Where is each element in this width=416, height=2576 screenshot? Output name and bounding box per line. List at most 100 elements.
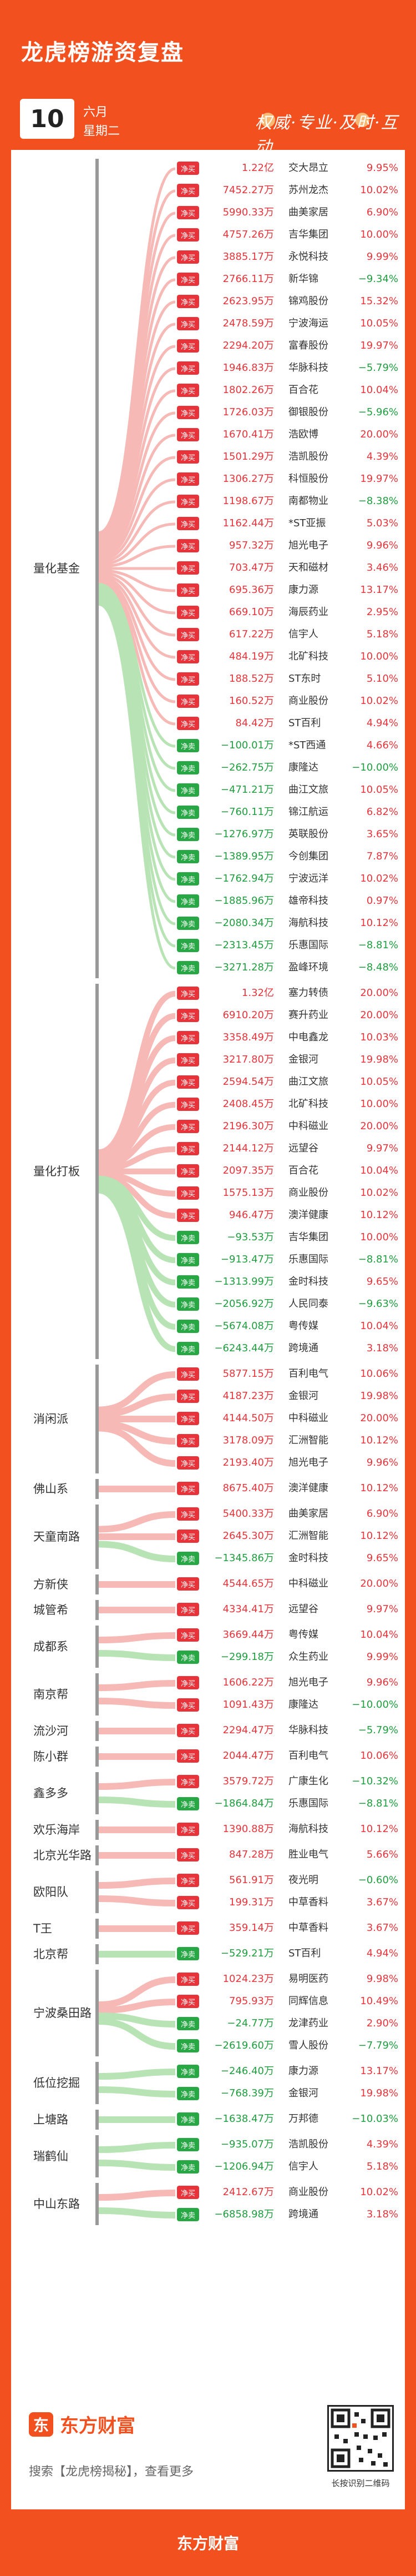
stock-name[interactable]: 金银河 xyxy=(288,1390,318,1402)
record-row[interactable]: 净买 617.22万 信宇人 5.18% xyxy=(11,624,405,646)
record-row[interactable]: 净卖 −299.18万 众生药业 9.99% xyxy=(11,1647,405,1669)
record-row[interactable]: 净买 795.93万 同辉信息 10.49% xyxy=(11,1991,405,2013)
stock-name[interactable]: 金时科技 xyxy=(288,1552,328,1564)
record-row[interactable]: 净买 359.14万 中草香料 3.67% xyxy=(11,1918,405,1940)
stock-name[interactable]: 康隆达 xyxy=(288,1699,318,1710)
record-row[interactable]: 净买 2594.54万 曲江文旅 10.05% xyxy=(11,1071,405,1094)
record-row[interactable]: 净买 2412.67万 商业股份 10.02% xyxy=(11,2182,405,2204)
record-row[interactable]: 净卖 −100.01万 *ST西通 4.66% xyxy=(11,735,405,757)
stock-name[interactable]: ST百利 xyxy=(288,1948,321,1959)
record-row[interactable]: 净买 1606.22万 旭光电子 9.96% xyxy=(11,1672,405,1694)
stock-name[interactable]: 旭光电子 xyxy=(288,1677,328,1688)
record-row[interactable]: 净买 847.28万 胜业电气 5.66% xyxy=(11,1844,405,1866)
record-row[interactable]: 净买 2408.45万 北矿科技 10.00% xyxy=(11,1094,405,1116)
stock-name[interactable]: 海航科技 xyxy=(288,1823,328,1835)
stock-name[interactable]: 旭光电子 xyxy=(288,540,328,551)
stock-name[interactable]: 锦江航运 xyxy=(288,806,328,818)
record-row[interactable]: 净买 1946.83万 华脉科技 −5.79% xyxy=(11,358,405,380)
stock-name[interactable]: 信宇人 xyxy=(288,2161,318,2172)
stock-name[interactable]: *ST西通 xyxy=(288,739,326,751)
stock-name[interactable]: 汇洲智能 xyxy=(288,1435,328,1446)
stock-name[interactable]: 中科磁业 xyxy=(288,1578,328,1589)
record-row[interactable]: 净买 1091.43万 康隆达 −10.00% xyxy=(11,1694,405,1717)
qr-code-icon[interactable] xyxy=(327,2405,394,2472)
stock-name[interactable]: 乐惠国际 xyxy=(288,939,328,951)
record-row[interactable]: 净买 2044.47万 百利电气 10.06% xyxy=(11,1745,405,1768)
record-row[interactable]: 净买 3178.09万 汇洲智能 10.12% xyxy=(11,1430,405,1452)
stock-name[interactable]: 夜光明 xyxy=(288,1874,318,1886)
record-row[interactable]: 净卖 −1389.95万 今创集团 7.87% xyxy=(11,846,405,868)
stock-name[interactable]: 今创集团 xyxy=(288,851,328,862)
stock-name[interactable]: 曲美家居 xyxy=(288,207,328,218)
stock-name[interactable]: 南都物业 xyxy=(288,495,328,507)
stock-name[interactable]: 百利电气 xyxy=(288,1750,328,1762)
record-row[interactable]: 净买 1.22亿 交大昂立 9.95% xyxy=(11,158,405,180)
record-row[interactable]: 净卖 −2313.45万 乐惠国际 −8.81% xyxy=(11,935,405,957)
record-row[interactable]: 净卖 −2080.34万 海航科技 10.12% xyxy=(11,913,405,935)
record-row[interactable]: 净买 4144.50万 中科磁业 20.00% xyxy=(11,1408,405,1430)
record-row[interactable]: 净买 4544.65万 中科磁业 20.00% xyxy=(11,1573,405,1596)
stock-name[interactable]: 苏州龙杰 xyxy=(288,184,328,196)
record-row[interactable]: 净卖 −24.77万 龙津药业 2.90% xyxy=(11,2013,405,2035)
record-row[interactable]: 净卖 −935.07万 浩凯股份 4.39% xyxy=(11,2134,405,2156)
stock-name[interactable]: 中草香料 xyxy=(288,1896,328,1908)
record-row[interactable]: 净买 1726.03万 御银股份 −5.96% xyxy=(11,402,405,424)
record-row[interactable]: 净卖 −2619.60万 雪人股份 −7.79% xyxy=(11,2035,405,2057)
stock-name[interactable]: 中草香料 xyxy=(288,1922,328,1934)
stock-name[interactable]: 浩凯股份 xyxy=(288,2139,328,2150)
stock-name[interactable]: 跨境通 xyxy=(288,2208,318,2220)
record-row[interactable]: 净买 3579.72万 广康生化 −10.32% xyxy=(11,1771,405,1793)
record-row[interactable]: 净买 2766.11万 新华锦 −9.34% xyxy=(11,269,405,291)
record-row[interactable]: 净买 3669.44万 粤传媒 10.04% xyxy=(11,1624,405,1647)
stock-name[interactable]: 富春股份 xyxy=(288,340,328,351)
stock-name[interactable]: 交大昂立 xyxy=(288,162,328,174)
stock-name[interactable]: 华脉科技 xyxy=(288,1724,328,1736)
stock-name[interactable]: 金银河 xyxy=(288,2087,318,2099)
stock-name[interactable]: 人民同泰 xyxy=(288,1298,328,1310)
record-row[interactable]: 净买 1501.29万 浩凯股份 4.39% xyxy=(11,446,405,469)
record-row[interactable]: 净买 703.47万 天和磁材 3.46% xyxy=(11,557,405,580)
stock-name[interactable]: 吉华集团 xyxy=(288,1231,328,1243)
record-row[interactable]: 净买 3217.80万 金银河 19.98% xyxy=(11,1049,405,1071)
stock-name[interactable]: 易明医药 xyxy=(288,1973,328,1985)
stock-name[interactable]: 远望谷 xyxy=(288,1143,318,1154)
stock-name[interactable]: 曲江文旅 xyxy=(288,1076,328,1088)
record-row[interactable]: 净买 2623.95万 锦鸡股份 15.32% xyxy=(11,291,405,313)
stock-name[interactable]: 北矿科技 xyxy=(288,651,328,662)
stock-name[interactable]: 龙津药业 xyxy=(288,2017,328,2029)
record-row[interactable]: 净买 2294.20万 富春股份 19.97% xyxy=(11,335,405,358)
record-row[interactable]: 净买 669.10万 海辰药业 2.95% xyxy=(11,602,405,624)
record-row[interactable]: 净买 946.47万 澳洋健康 10.12% xyxy=(11,1205,405,1227)
stock-name[interactable]: 北矿科技 xyxy=(288,1098,328,1110)
record-row[interactable]: 净卖 −93.53万 吉华集团 10.00% xyxy=(11,1227,405,1249)
record-row[interactable]: 净卖 −529.21万 ST百利 4.94% xyxy=(11,1943,405,1965)
stock-name[interactable]: 吉华集团 xyxy=(288,229,328,240)
record-row[interactable]: 净买 3358.49万 中电鑫龙 10.03% xyxy=(11,1027,405,1049)
record-row[interactable]: 净卖 −6858.98万 跨境通 3.18% xyxy=(11,2204,405,2226)
record-row[interactable]: 净卖 −5674.08万 粤传媒 10.04% xyxy=(11,1316,405,1338)
stock-name[interactable]: 旭光电子 xyxy=(288,1457,328,1468)
stock-name[interactable]: 商业股份 xyxy=(288,2186,328,2198)
stock-name[interactable]: ST百利 xyxy=(288,717,321,729)
record-row[interactable]: 净卖 −1864.84万 乐惠国际 −8.81% xyxy=(11,1793,405,1815)
stock-name[interactable]: 华脉科技 xyxy=(288,362,328,374)
record-row[interactable]: 净卖 −1885.96万 雄帝科技 0.97% xyxy=(11,890,405,913)
record-row[interactable]: 净买 1802.26万 百合花 10.04% xyxy=(11,380,405,402)
record-row[interactable]: 净买 5877.15万 百利电气 10.06% xyxy=(11,1364,405,1386)
stock-name[interactable]: 锦鸡股份 xyxy=(288,295,328,307)
record-row[interactable]: 净卖 −1762.94万 宁波远洋 10.02% xyxy=(11,868,405,890)
stock-name[interactable]: 雄帝科技 xyxy=(288,895,328,907)
record-row[interactable]: 净买 484.19万 北矿科技 10.00% xyxy=(11,646,405,668)
record-row[interactable]: 净买 2294.47万 华脉科技 −5.79% xyxy=(11,1720,405,1742)
record-row[interactable]: 净卖 −768.39万 金银河 19.98% xyxy=(11,2083,405,2105)
stock-name[interactable]: 塞力转债 xyxy=(288,987,328,999)
stock-name[interactable]: 乐惠国际 xyxy=(288,1798,328,1809)
record-row[interactable]: 净买 561.91万 夜光明 −0.60% xyxy=(11,1870,405,1892)
record-row[interactable]: 净卖 −2056.92万 人民同泰 −9.63% xyxy=(11,1294,405,1316)
record-row[interactable]: 净卖 −6243.44万 跨境通 3.18% xyxy=(11,1338,405,1360)
stock-name[interactable]: 远望谷 xyxy=(288,1603,318,1615)
record-row[interactable]: 净买 2144.12万 远望谷 9.97% xyxy=(11,1138,405,1160)
stock-name[interactable]: 康隆达 xyxy=(288,762,318,773)
record-row[interactable]: 净卖 −913.47万 乐惠国际 −8.81% xyxy=(11,1249,405,1271)
record-row[interactable]: 净买 7452.27万 苏州龙杰 10.02% xyxy=(11,180,405,202)
